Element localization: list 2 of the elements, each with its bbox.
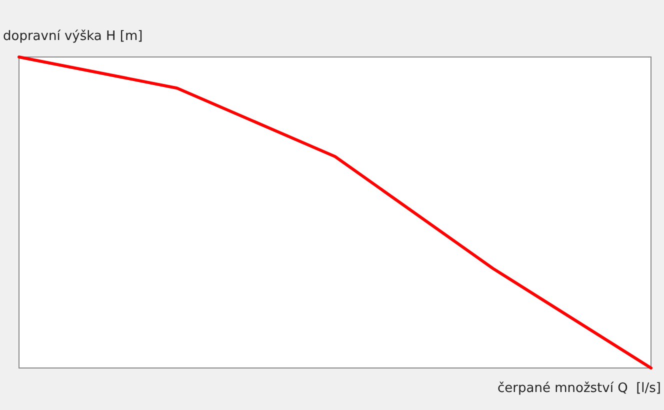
y-axis-title: dopravní výška H [m] [3,29,143,44]
x-axis-title: čerpané množství Q [l/s] [498,381,661,396]
